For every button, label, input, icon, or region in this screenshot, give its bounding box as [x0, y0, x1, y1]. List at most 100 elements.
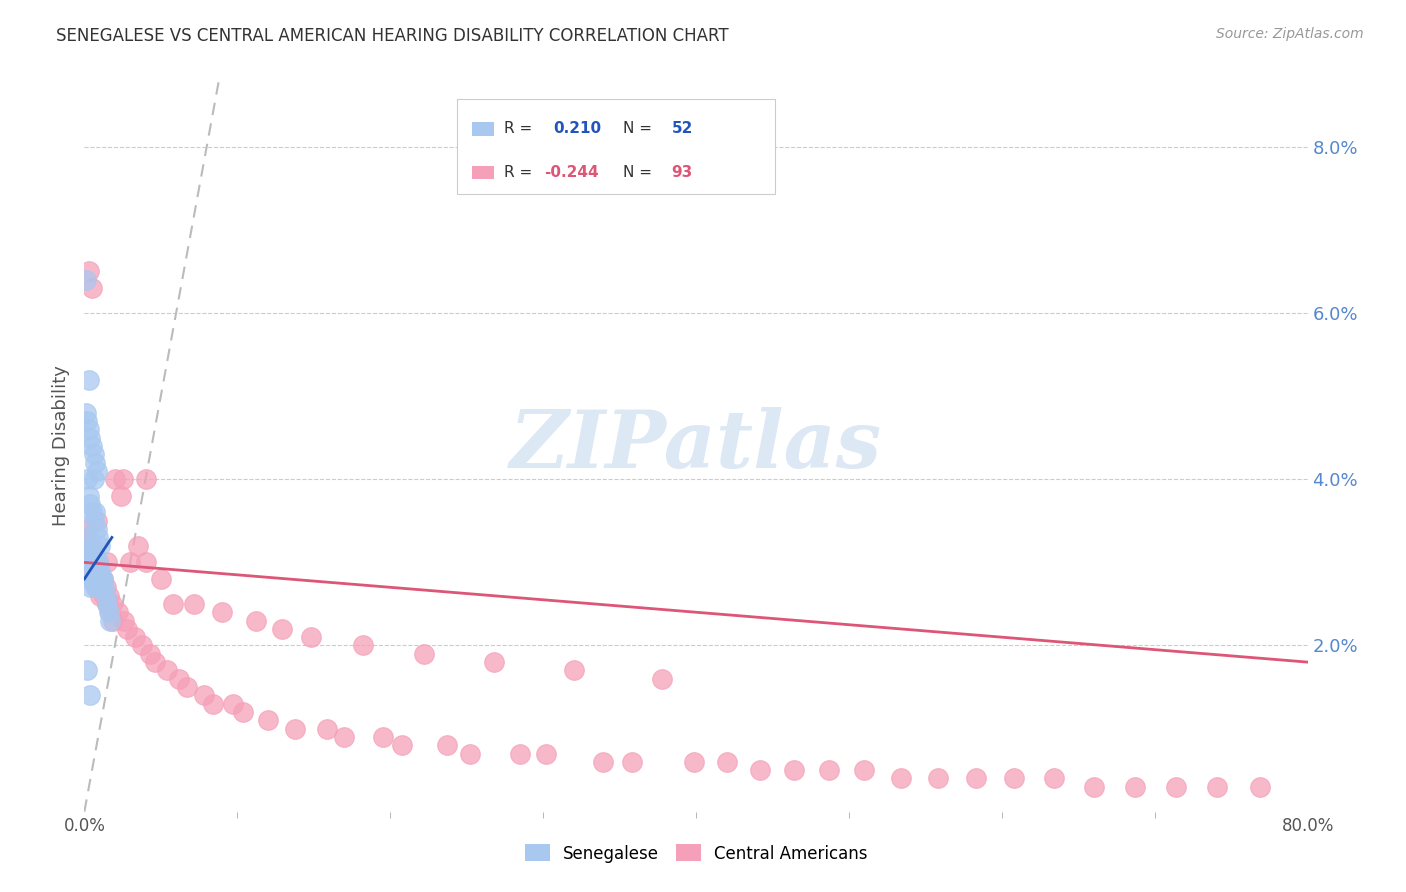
Point — [1123, 780, 1146, 794]
Point — [1249, 780, 1271, 794]
Point — [562, 664, 585, 678]
Point — [391, 738, 413, 752]
Point — [77, 572, 100, 586]
Point — [75, 273, 97, 287]
Point — [86, 555, 108, 569]
Point — [96, 555, 118, 569]
Point — [176, 680, 198, 694]
Point — [201, 697, 224, 711]
Point — [80, 506, 103, 520]
Point — [89, 589, 111, 603]
Point — [86, 522, 108, 536]
Point — [75, 406, 97, 420]
Point — [436, 738, 458, 752]
Text: N =: N = — [623, 165, 657, 180]
Point — [80, 539, 103, 553]
Point — [135, 472, 157, 486]
Point — [1206, 780, 1229, 794]
Point — [98, 605, 121, 619]
Point — [412, 647, 434, 661]
Text: ZIPatlas: ZIPatlas — [510, 408, 882, 484]
Point — [458, 747, 481, 761]
Point — [110, 489, 132, 503]
Point — [112, 614, 135, 628]
Point — [90, 572, 112, 586]
Point — [211, 605, 233, 619]
Point — [86, 572, 108, 586]
Point — [98, 614, 121, 628]
Point — [84, 547, 107, 561]
Point — [783, 763, 806, 777]
Point — [143, 655, 166, 669]
Point — [87, 580, 110, 594]
Point — [131, 639, 153, 653]
Point — [232, 705, 254, 719]
Point — [84, 572, 107, 586]
Point — [592, 755, 614, 769]
Point — [818, 763, 841, 777]
Point — [84, 564, 107, 578]
Point — [91, 572, 114, 586]
Point — [76, 530, 98, 544]
Point — [87, 555, 110, 569]
Point — [97, 589, 120, 603]
Point — [371, 730, 394, 744]
Point — [1164, 780, 1187, 794]
Point — [1083, 780, 1105, 794]
Point — [96, 597, 118, 611]
Point — [76, 547, 98, 561]
Point — [79, 497, 101, 511]
Point — [77, 539, 100, 553]
Point — [299, 630, 322, 644]
Point — [80, 564, 103, 578]
Point — [149, 572, 172, 586]
Text: -0.244: -0.244 — [544, 165, 599, 180]
Point — [333, 730, 356, 744]
Point — [716, 755, 738, 769]
Point — [84, 580, 107, 594]
Point — [76, 472, 98, 486]
Point — [83, 564, 105, 578]
Text: 93: 93 — [672, 165, 693, 180]
Point — [83, 447, 105, 461]
Text: 0.210: 0.210 — [553, 121, 600, 136]
Point — [79, 431, 101, 445]
Point — [89, 572, 111, 586]
Point — [352, 639, 374, 653]
Point — [89, 580, 111, 594]
Point — [79, 580, 101, 594]
Point — [683, 755, 706, 769]
Point — [76, 555, 98, 569]
Point — [80, 572, 103, 586]
Point — [167, 672, 190, 686]
Point — [76, 664, 98, 678]
Point — [193, 689, 215, 703]
Point — [89, 564, 111, 578]
FancyBboxPatch shape — [472, 122, 494, 136]
Point — [75, 547, 97, 561]
Point — [90, 580, 112, 594]
Point — [245, 614, 267, 628]
Text: R =: R = — [503, 121, 537, 136]
Point — [84, 506, 107, 520]
Point — [284, 722, 307, 736]
Point — [80, 572, 103, 586]
Point — [221, 697, 243, 711]
Y-axis label: Hearing Disability: Hearing Disability — [52, 366, 70, 526]
Point — [77, 264, 100, 278]
Point — [83, 547, 105, 561]
Point — [87, 530, 110, 544]
Point — [1042, 772, 1064, 786]
Point — [1002, 772, 1025, 786]
Point — [86, 580, 108, 594]
Point — [115, 622, 138, 636]
Point — [509, 747, 531, 761]
Point — [111, 472, 134, 486]
Point — [77, 539, 100, 553]
Point — [77, 422, 100, 436]
Point — [97, 605, 120, 619]
Point — [120, 555, 142, 569]
Point — [183, 597, 205, 611]
Point — [94, 580, 117, 594]
Point — [79, 564, 101, 578]
